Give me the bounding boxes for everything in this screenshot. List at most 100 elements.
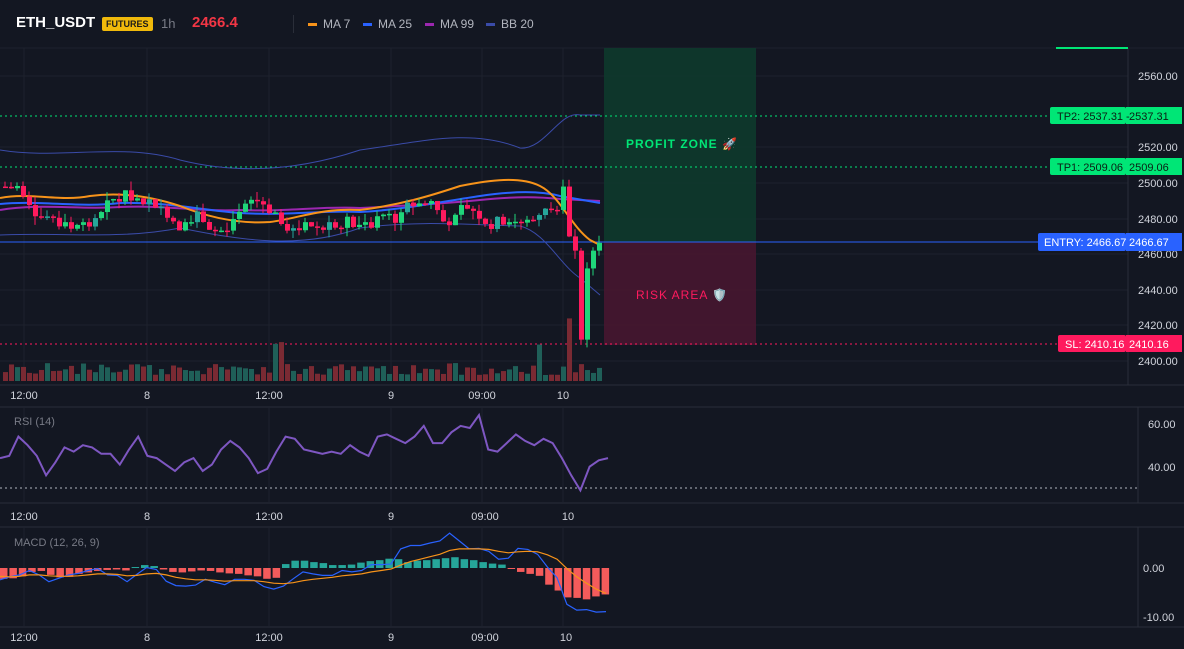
tp2-tag[interactable]	[1050, 107, 1126, 124]
volume-bar	[333, 366, 338, 381]
time-tick: 09:00	[471, 511, 499, 523]
macd-histogram	[0, 557, 610, 600]
volume-bar	[435, 369, 440, 381]
legend-bb20[interactable]: BB 20	[486, 17, 534, 31]
sl-tag[interactable]	[1058, 335, 1126, 352]
macd-hist-bar	[253, 568, 262, 577]
macd-hist-bar	[244, 568, 252, 576]
candle-body	[381, 214, 386, 217]
macd-hist-bar	[507, 568, 516, 569]
candle-body	[213, 229, 218, 232]
candle-body	[195, 211, 200, 223]
risk-zone[interactable]	[604, 242, 756, 345]
candle-body	[51, 216, 56, 218]
volume-bar	[345, 370, 350, 381]
candle-body	[105, 200, 110, 213]
candle-body	[267, 204, 272, 214]
candle-body	[459, 205, 464, 215]
candle-body	[279, 212, 284, 224]
volume-bar	[183, 370, 188, 381]
candle-body	[273, 212, 278, 214]
candle-body	[585, 268, 590, 340]
volume-bar	[99, 364, 104, 381]
volume-bar	[537, 344, 542, 381]
candle-body	[285, 223, 290, 231]
macd-hist-bar	[225, 568, 234, 574]
entry-tag-text: ENTRY: 2466.67	[1044, 237, 1126, 249]
legend-swatch	[363, 22, 372, 26]
macd-hist-bar	[122, 568, 130, 571]
macd-hist-bar	[169, 568, 177, 572]
time-tick: 12:00	[10, 511, 38, 523]
macd-hist-bar	[310, 562, 318, 568]
candle-body	[597, 242, 602, 251]
legend-label: MA 25	[378, 17, 413, 31]
price-tick: 2440.00	[1138, 285, 1178, 297]
price-tick: 2400.00	[1138, 356, 1178, 368]
volume-bar	[129, 364, 134, 381]
candle-body	[537, 215, 542, 220]
legend-ma25[interactable]: MA 25	[363, 17, 412, 31]
candle-body	[45, 216, 50, 218]
candle-body	[555, 209, 560, 212]
candle-body	[141, 198, 146, 205]
candle-body	[387, 213, 392, 216]
candle-body	[165, 206, 170, 218]
volume-bar	[459, 374, 464, 381]
macd-hist-bar	[460, 559, 469, 568]
tp1-tag-text: TP1: 2509.06	[1057, 162, 1123, 174]
legend-label: MA 7	[323, 17, 351, 31]
tp1-tag[interactable]	[1050, 158, 1126, 175]
volume-bar	[441, 373, 446, 381]
symbol-name[interactable]: ETH_USDT	[16, 14, 96, 31]
volume-bar	[81, 363, 86, 381]
legend-ma99[interactable]: MA 99	[425, 17, 474, 31]
volume-bar	[117, 371, 122, 381]
macd-hist-bar	[564, 568, 572, 598]
time-tick: 12:00	[255, 390, 283, 402]
price-tick: 2520.00	[1138, 142, 1178, 154]
risk-area-label: RISK AREA 🛡️	[636, 288, 728, 302]
macd-tick: 0.00	[1143, 563, 1164, 575]
candle-body	[453, 214, 458, 226]
macd-hist-bar	[432, 559, 440, 568]
macd-hist-bar	[197, 568, 205, 571]
volume-bar	[513, 366, 518, 381]
volume-bar	[573, 372, 578, 381]
volume-bar	[213, 364, 218, 381]
time-tick: 12:00	[255, 511, 283, 523]
volume-bar	[375, 368, 380, 381]
candle-body	[507, 222, 512, 225]
candle-body	[393, 213, 398, 223]
macd-hist-bar	[517, 568, 525, 572]
candlestick-series	[3, 179, 602, 348]
candle-body	[261, 201, 266, 205]
ma7-line	[0, 178, 601, 246]
volume-bar	[33, 373, 38, 381]
candle-body	[369, 222, 374, 228]
macd-hist-bar	[75, 568, 83, 574]
legend-ma7[interactable]: MA 7	[308, 17, 350, 31]
profit-zone-label: PROFIT ZONE 🚀	[626, 137, 738, 151]
volume-bar	[237, 367, 242, 381]
profit-zone[interactable]	[604, 48, 756, 242]
volume-bar	[75, 373, 80, 381]
macd-hist-bar	[18, 568, 27, 577]
volume-bar	[9, 364, 14, 381]
timeframe-label[interactable]: 1h	[161, 16, 176, 31]
volume-bar	[51, 371, 56, 381]
macd-hist-bar	[216, 568, 224, 573]
volume-bar	[465, 367, 470, 381]
macd-hist-bar	[159, 568, 168, 570]
macd-hist-bar	[413, 560, 422, 568]
volume-bar	[195, 370, 200, 381]
entry-tag[interactable]	[1038, 233, 1126, 251]
volume-bar	[225, 369, 230, 381]
volume-bar	[399, 373, 404, 381]
volume-bar	[189, 370, 194, 381]
volume-bar	[531, 365, 536, 381]
candle-body	[561, 186, 566, 210]
tp1-axis-tag	[1126, 158, 1182, 175]
